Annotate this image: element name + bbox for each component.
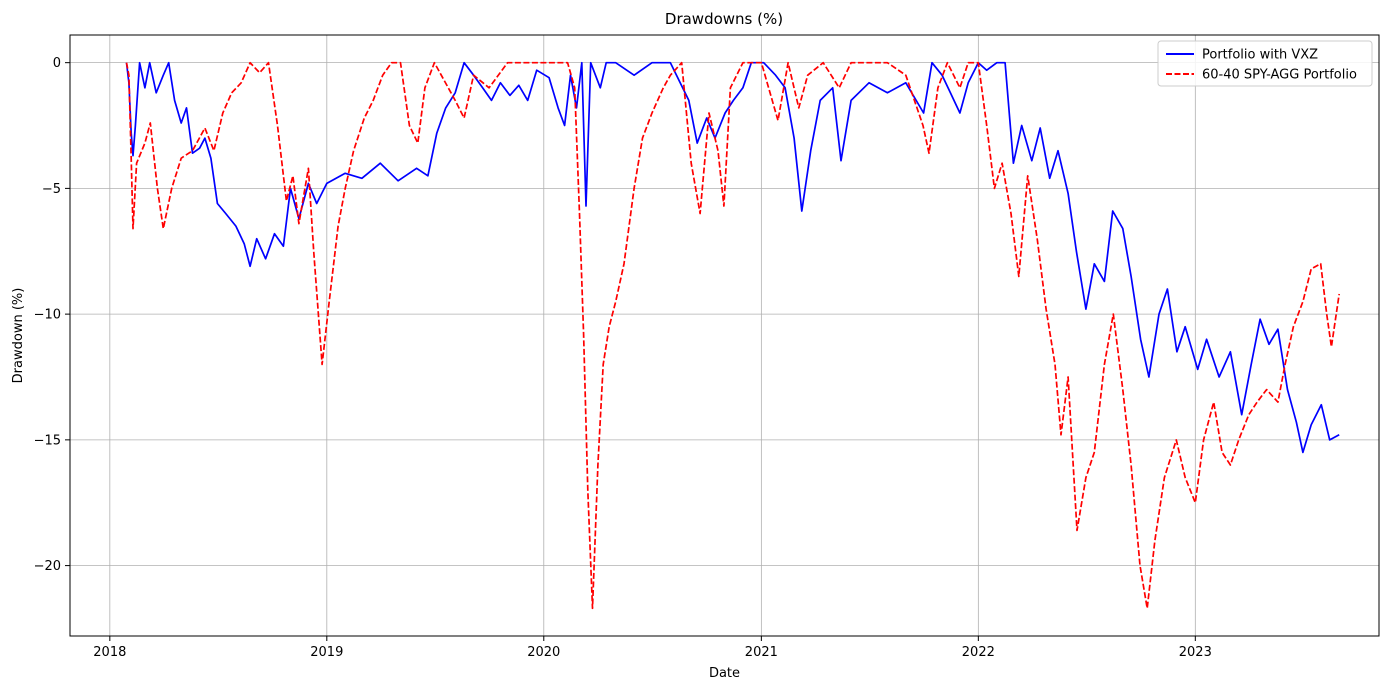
legend-box xyxy=(1157,40,1373,87)
grid-layer xyxy=(70,35,1379,636)
y-tick-label: 0 xyxy=(53,56,61,71)
x-tick-label: 2018 xyxy=(93,645,126,660)
legend-label-60-40-portfolio: 60-40 SPY-AGG Portfolio xyxy=(1202,68,1357,83)
series-line-60-40-portfolio xyxy=(125,61,1341,610)
x-axis-title: Date xyxy=(709,666,740,681)
y-tick-label: −5 xyxy=(42,182,61,197)
legend: Portfolio with VXZ 60-40 SPY-AGG Portfol… xyxy=(1157,40,1373,87)
x-tick-label: 2020 xyxy=(527,645,560,660)
legend-label-portfolio-vxz: Portfolio with VXZ xyxy=(1202,48,1318,63)
x-tick-label: 2023 xyxy=(1179,645,1212,660)
x-tick-label: 2022 xyxy=(962,645,995,660)
y-tick-label: −10 xyxy=(34,308,61,323)
y-axis-title: Drawdown (%) xyxy=(11,288,26,384)
plot-frame xyxy=(69,34,1380,637)
x-tick-label: 2021 xyxy=(745,645,778,660)
y-tick-label: −15 xyxy=(34,433,61,448)
series-layer xyxy=(125,61,1341,610)
chart-title: Drawdowns (%) xyxy=(665,10,783,28)
y-tick-label: −20 xyxy=(34,559,61,574)
tick-layer: 2018 2019 2020 2021 2022 2023 0 −5 −10 −15 −20 xyxy=(34,56,1212,660)
series-line-portfolio-vxz xyxy=(125,61,1340,454)
x-tick-label: 2019 xyxy=(310,645,343,660)
